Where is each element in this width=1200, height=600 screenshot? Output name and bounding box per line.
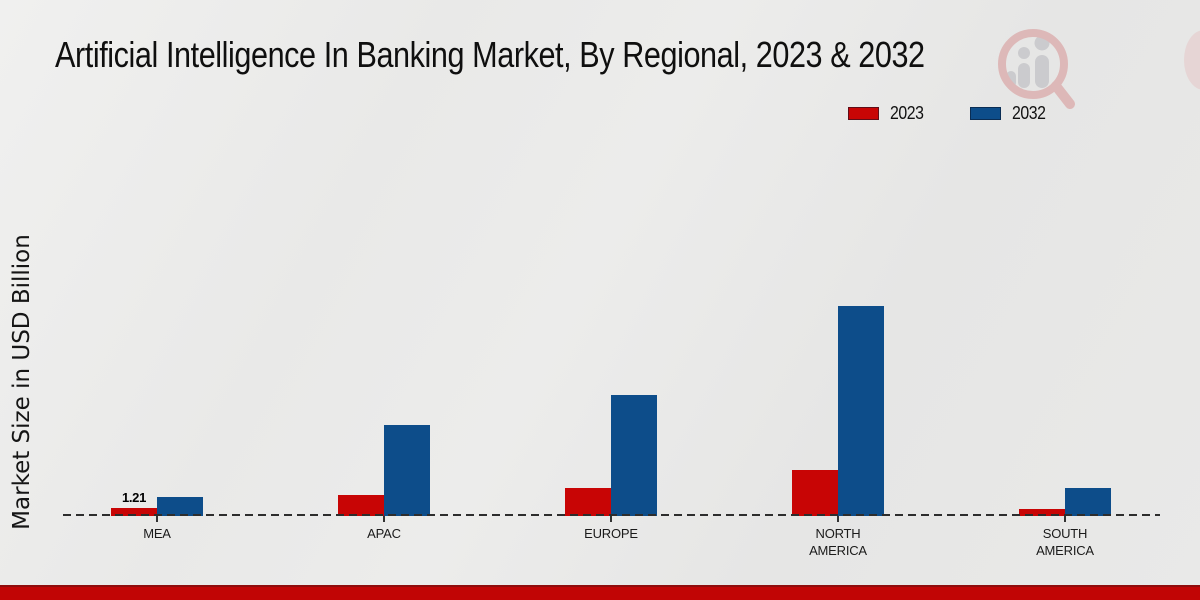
x-axis-tick-north-america — [837, 516, 839, 522]
watermark-edge-blob — [1184, 30, 1200, 90]
footer-red-bar — [0, 585, 1200, 600]
legend: 2023 2032 — [847, 103, 1050, 124]
category-label-mea: MEA — [143, 526, 171, 541]
legend-item-2032: 2032 — [969, 103, 1050, 124]
bar-2032-south-america — [1065, 488, 1111, 516]
bar-2023-apac — [338, 495, 384, 516]
legend-label-2023: 2023 — [889, 103, 924, 123]
legend-item-2023: 2023 — [847, 103, 928, 124]
bar-2023-mea — [111, 508, 157, 516]
bar-2032-north-america — [838, 306, 884, 516]
chart-title: Artificial Intelligence In Banking Marke… — [55, 34, 925, 75]
legend-swatch-2023-icon — [847, 107, 879, 120]
x-axis-tick-apac — [383, 516, 385, 522]
y-axis-label: Market Size in USD Billion — [9, 234, 35, 530]
bar-2023-north-america — [792, 470, 838, 516]
bar-2032-europe — [611, 395, 657, 516]
bar-2023-europe — [565, 488, 611, 516]
bar-2023-south-america — [1019, 509, 1065, 516]
category-label-north-america: NORTH AMERICA — [809, 526, 867, 558]
category-label-europe: EUROPE — [584, 526, 638, 541]
bar-2032-apac — [384, 425, 430, 516]
category-label-apac: APAC — [367, 526, 401, 541]
legend-label-2032: 2032 — [1011, 103, 1046, 123]
x-axis-tick-south-america — [1064, 516, 1066, 522]
x-axis-tick-mea — [156, 516, 158, 522]
legend-swatch-2032-icon — [969, 107, 1001, 120]
category-label-south-america: SOUTH AMERICA — [1036, 526, 1094, 558]
bar-2032-mea — [157, 497, 203, 516]
x-axis-tick-europe — [610, 516, 612, 522]
mrfr-watermark-logo — [998, 29, 1075, 109]
x-axis-baseline — [63, 514, 1160, 516]
data-label-2023-mea: 1.21 — [121, 490, 147, 505]
